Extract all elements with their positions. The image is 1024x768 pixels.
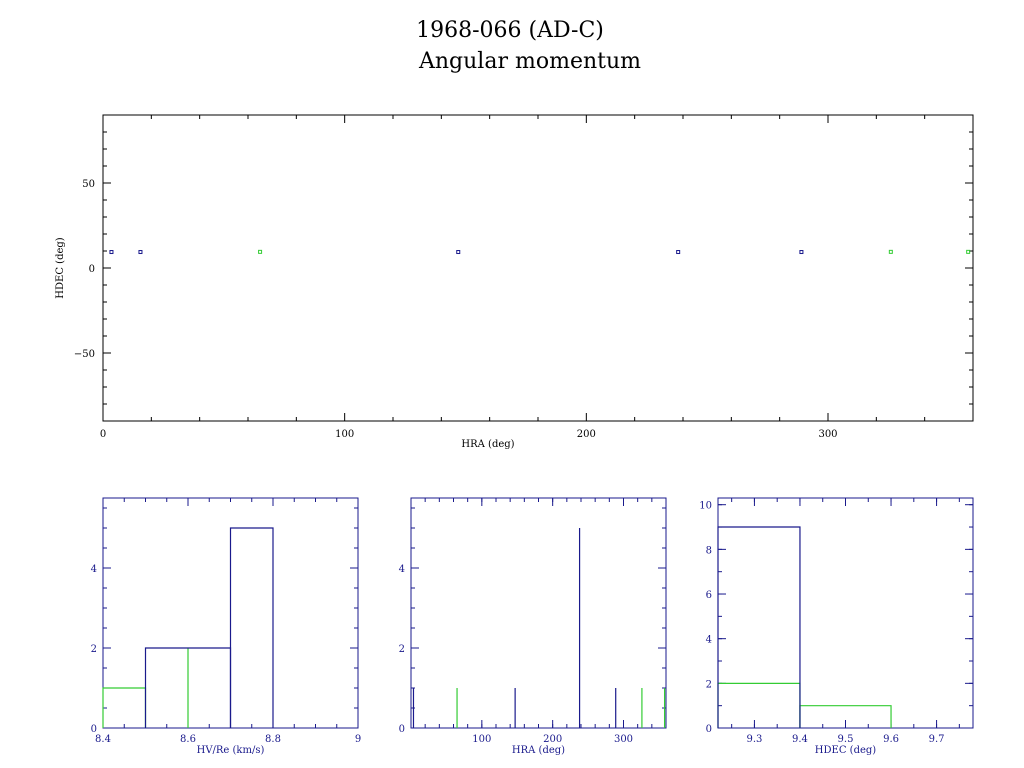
y-tick-label: 4 [706,635,712,646]
histogram-panel-hv: 8.4 8.6 8.8 9 0 2 4 HV/Re (km/s) [91,497,361,756]
x-tick-label: 300 [818,429,837,440]
data-point [456,250,461,255]
data-point [138,250,143,255]
x-tick-label: 0 [100,429,106,440]
hist-bar [229,527,274,728]
x-tick-label: 200 [543,734,562,745]
x-tick-label: 9.6 [883,734,899,745]
x-tick-label: 9.5 [838,734,854,745]
data-point [109,250,114,255]
hist-bar [717,526,801,728]
x-axis-label: HDEC (deg) [815,745,876,756]
scatter-panel-hra-hdec: 0 100 200 300 50 0 −50 HRA (deg) HDEC (deg) [55,114,974,450]
chart-title-line2: Angular momentum [418,49,641,74]
histogram-panel-hra: 100 200 300 0 2 4 HRA (deg) [399,497,667,756]
x-axis-label: HV/Re (km/s) [197,745,265,756]
x-axis-label: HRA (deg) [461,439,514,450]
y-tick-label: 0 [399,724,405,735]
y-tick-label: 4 [399,564,405,575]
x-tick-label: 9.4 [792,734,808,745]
hist-bar [102,687,147,728]
y-tick-label: 2 [706,679,712,690]
chart-title-line1: 1968-066 (AD-C) [416,18,604,43]
y-tick-label: 10 [699,501,712,512]
y-tick-label: 0 [91,724,97,735]
x-tick-label: 100 [335,429,354,440]
x-tick-label: 9 [355,734,361,745]
data-point [966,249,971,254]
plot-frame [410,497,667,729]
histogram-panel-hdec: 9.3 9.4 9.5 9.6 9.7 0 2 4 6 8 10 HDEC (deg) [699,497,974,756]
x-tick-label: 9.7 [929,734,945,745]
data-point [258,249,263,254]
x-axis-label: HRA (deg) [512,745,565,756]
y-tick-label: 50 [82,179,95,190]
x-tick-label: 300 [614,734,633,745]
y-tick-label: −50 [74,349,95,360]
plot-frame [717,497,974,729]
x-tick-label: 100 [472,734,491,745]
hist-bar [717,682,801,728]
y-tick-label: 0 [706,724,712,735]
data-point [888,249,893,254]
y-tick-label: 6 [706,590,712,601]
x-tick-label: 8.4 [95,734,111,745]
data-point [799,250,804,255]
x-tick-label: 8.6 [180,734,196,745]
x-tick-label: 8.8 [265,734,281,745]
plot-frame [102,114,974,422]
x-tick-label: 9.3 [746,734,762,745]
y-tick-label: 2 [399,644,405,655]
y-tick-label: 0 [89,264,95,275]
y-axis-label: HDEC (deg) [55,237,66,298]
y-tick-label: 2 [91,644,97,655]
data-point [676,250,681,255]
y-tick-label: 8 [706,545,712,556]
x-tick-label: 200 [577,429,596,440]
y-tick-label: 4 [91,564,97,575]
